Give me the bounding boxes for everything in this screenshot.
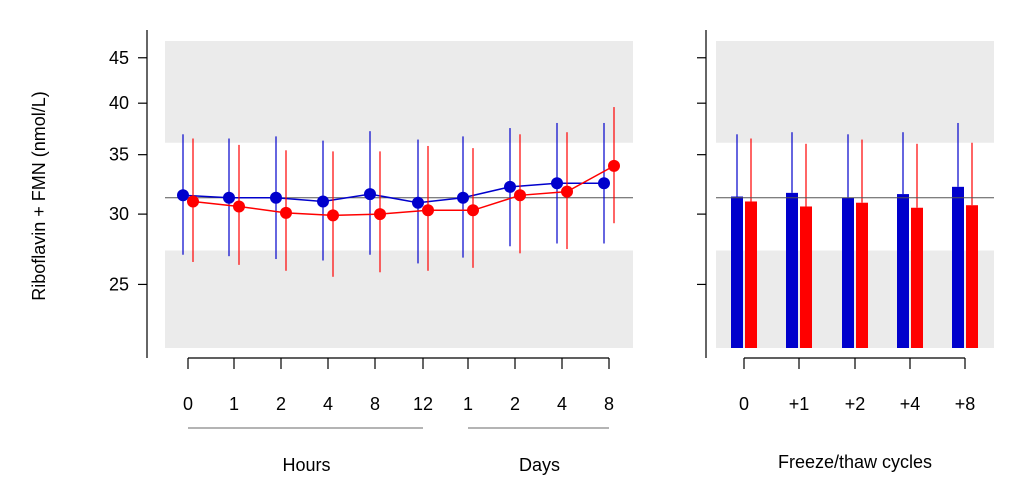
data-point — [317, 195, 329, 208]
x-tick-label: 8 — [604, 394, 614, 414]
data-point — [467, 204, 479, 217]
group-label: Days — [519, 455, 560, 475]
band-below-range — [165, 250, 633, 348]
reference-band — [716, 41, 994, 348]
x-axis: 0 +1 +2 +4 +8 — [739, 357, 976, 414]
x-tick-label: 4 — [557, 394, 567, 414]
y-tick-label: 45 — [109, 48, 129, 68]
x-tick-label: 1 — [463, 394, 473, 414]
band-above-range — [165, 41, 633, 143]
x-axis-label: Freeze/thaw cycles — [778, 452, 932, 472]
x-tick-label: 0 — [183, 394, 193, 414]
data-point — [504, 180, 516, 193]
reference-band — [165, 41, 633, 348]
band-above-range — [716, 41, 994, 143]
data-point — [457, 191, 469, 204]
group-label: Hours — [282, 455, 330, 475]
band-below-range — [716, 250, 994, 348]
data-point — [270, 191, 282, 204]
bar — [745, 201, 757, 348]
bar-series-2 — [745, 138, 978, 348]
chart-panel-freeze-thaw: 0 +1 +2 +4 +8 Freeze/thaw cycles — [697, 30, 994, 472]
x-tick-label: +4 — [900, 394, 921, 414]
x-tick-label: 4 — [323, 394, 333, 414]
bar — [786, 192, 798, 348]
series-layer — [177, 107, 620, 277]
data-point — [280, 206, 292, 219]
bar — [842, 197, 854, 348]
x-tick-label: 2 — [510, 394, 520, 414]
bar — [911, 207, 923, 348]
bar-layer — [731, 122, 978, 348]
data-point — [327, 209, 339, 222]
series-line — [182, 182, 604, 204]
bar — [800, 206, 812, 348]
series-2 — [187, 107, 620, 277]
data-point — [514, 189, 526, 202]
x-tick-label: 0 — [739, 394, 749, 414]
data-point — [374, 208, 386, 221]
x-axis-groups: Hours Days — [188, 427, 609, 475]
bar-series-1 — [731, 122, 964, 348]
bar — [966, 205, 978, 348]
x-tick-label: 1 — [229, 394, 239, 414]
y-tick-label: 40 — [109, 93, 129, 113]
y-axis — [697, 30, 707, 358]
y-tick-label: 30 — [109, 204, 129, 224]
x-tick-label: 2 — [276, 394, 286, 414]
data-point — [422, 204, 434, 217]
bar — [856, 202, 868, 348]
bar — [952, 186, 964, 348]
data-point — [223, 191, 235, 204]
y-axis-label: Riboflavin + FMN (nmol/L) — [29, 91, 49, 301]
x-tick-label: +1 — [789, 394, 810, 414]
x-tick-label: 12 — [413, 394, 433, 414]
data-point — [187, 195, 199, 208]
x-tick-label: +2 — [845, 394, 866, 414]
data-point — [233, 200, 245, 213]
x-tick-label: +8 — [955, 394, 976, 414]
data-point — [364, 188, 376, 201]
bar — [897, 194, 909, 348]
y-tick-label: 25 — [109, 274, 129, 294]
data-point — [608, 159, 620, 172]
data-point — [561, 185, 573, 198]
x-tick-label: 8 — [370, 394, 380, 414]
y-axis: 25 30 35 40 45 — [109, 30, 148, 358]
data-point — [177, 189, 189, 202]
series-line — [192, 165, 615, 217]
data-point — [551, 177, 563, 190]
x-axis: 0 1 2 4 8 12 1 2 4 8 — [183, 357, 614, 414]
y-tick-label: 35 — [109, 145, 129, 165]
series-1 — [177, 122, 610, 264]
bar — [731, 196, 743, 348]
data-point — [412, 196, 424, 209]
data-point — [598, 177, 610, 190]
